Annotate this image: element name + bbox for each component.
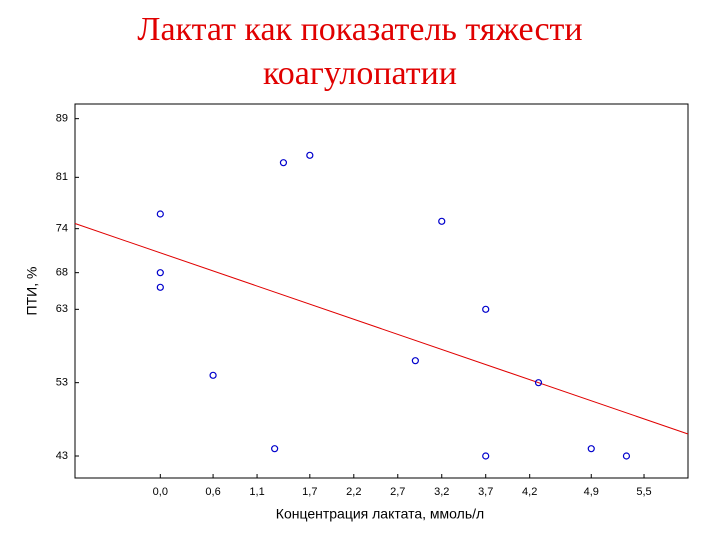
point (279, 159, 288, 167)
y-tick-label: 63 (56, 303, 68, 315)
point (156, 210, 164, 218)
y-tick-label: 68 (56, 267, 68, 279)
x-tick-label: 0,0 (153, 486, 168, 498)
point (156, 283, 164, 291)
x-tick-label: 5,5 (636, 486, 651, 498)
point (622, 452, 631, 460)
point (482, 305, 490, 313)
point (306, 151, 314, 159)
y-tick-label: 74 (56, 223, 68, 235)
point (209, 371, 217, 379)
y-axis-label: ПТИ, % (24, 267, 40, 316)
x-tick-label: 1,1 (249, 486, 264, 498)
point (271, 445, 279, 453)
x-tick-label: 3,7 (478, 486, 493, 498)
x-tick-label: 4,9 (584, 486, 599, 498)
point (534, 379, 543, 387)
point (156, 269, 164, 277)
x-tick-label: 0,6 (205, 486, 220, 498)
plot-frame (74, 103, 689, 479)
x-tick-label: 3,2 (434, 486, 449, 498)
x-tick-label: 2,2 (346, 486, 361, 498)
point (438, 217, 446, 225)
point (482, 452, 490, 460)
y-tick-label: 43 (56, 450, 68, 462)
y-tick-label: 53 (56, 377, 68, 389)
x-tick-label: 1,7 (302, 486, 317, 498)
chart-title: Лактат как показатель тяжести коагулопат… (137, 11, 583, 92)
point (587, 445, 595, 453)
x-tick-label: 4,2 (522, 486, 537, 498)
x-axis-label: Концентрация лактата, ммоль/л (276, 506, 484, 522)
x-tick-label: 2,7 (390, 486, 405, 498)
y-tick-label: 89 (56, 113, 68, 125)
y-tick-label: 81 (56, 171, 68, 183)
regression-line (74, 223, 689, 435)
point (411, 357, 419, 365)
